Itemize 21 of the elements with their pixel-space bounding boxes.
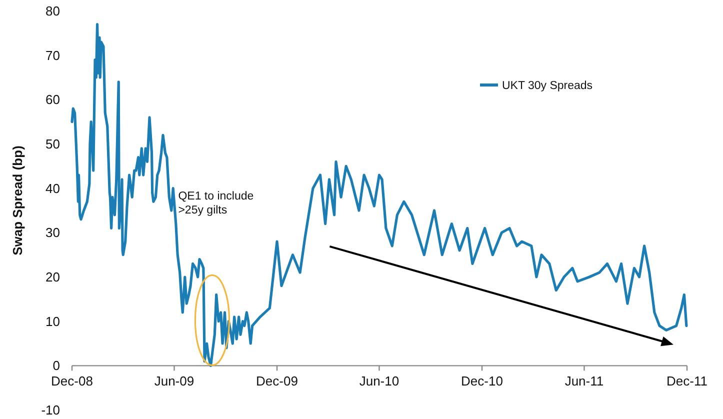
annotation: QE1 to include >25y gilts — [178, 190, 254, 217]
y-tick-label: 70 — [46, 48, 60, 63]
y-tick-label: 10 — [46, 314, 60, 329]
line-series — [70, 23, 688, 367]
y-tick-label: 50 — [46, 136, 60, 152]
x-tick-label: Dec-08 — [51, 374, 93, 389]
x-tick-label: Jun-10 — [359, 374, 400, 389]
x-tick-label: Dec-10 — [461, 374, 503, 389]
y-tick-label: 0 — [52, 358, 60, 374]
y-tick-label: 40 — [46, 180, 60, 196]
y-tick-label: 80 — [46, 4, 60, 19]
legend-label: UKT 30y Spreads — [502, 80, 593, 92]
y-tick-label: 60 — [46, 92, 60, 108]
y-axis-title: Swap Spread (bp) — [10, 146, 25, 256]
y-tick-label: 30 — [46, 225, 60, 240]
x-tick-label: Dec-11 — [666, 374, 708, 389]
y-tick-label: -10 — [41, 402, 60, 418]
x-tick-label: Jun-11 — [564, 374, 604, 389]
x-tick-label: Dec-09 — [256, 374, 298, 389]
y-tick-label: 20 — [46, 270, 60, 285]
x-tick-label: Jun-09 — [154, 374, 194, 389]
